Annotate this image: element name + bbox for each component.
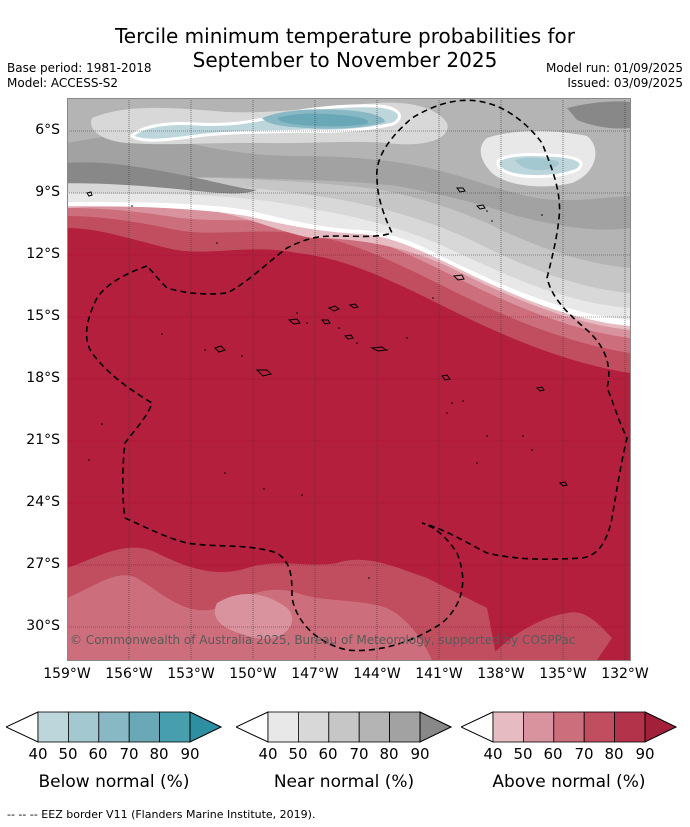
colorbar-segment [553,711,585,743]
lat-tick: 6°S [35,122,60,138]
cb-tick: 70 [119,745,139,763]
cb-tick: 70 [574,745,594,763]
colorbar-segment [159,711,191,743]
island-coastlines [86,187,568,487]
title-line-2: September to November 2025 [192,48,498,72]
colorbar-segment [492,711,524,743]
map-title: Tercile minimum temperature probabilitie… [0,24,690,72]
lon-tick: 138°W [477,666,525,682]
cb-tick: 50 [288,745,308,763]
lon-tick: 141°W [415,666,463,682]
copyright-notice: © Commonwealth of Australia 2025, Bureau… [70,633,576,647]
eez-footnote: -- -- -- EEZ border V11 (Flanders Marine… [7,808,316,821]
lon-tick: 156°W [105,666,153,682]
cb-tick: 60 [318,745,338,763]
cb-tick: 40 [258,745,278,763]
colorbar-below-normal [6,711,222,743]
map-frame [67,98,631,661]
near-normal-80-band [67,134,630,230]
probability-map [67,98,630,660]
below-normal-50-ne [515,157,559,171]
model-name: Model: ACCESS-S2 [7,76,119,90]
lon-tick: 153°W [167,666,215,682]
legend-below-normal-label: Below normal (%) [38,772,190,792]
island-dots [88,205,543,579]
cb-tick: 50 [513,745,533,763]
lon-tick: 147°W [291,666,339,682]
colorbar-segment [37,711,69,743]
colorbar-segment [523,711,555,743]
colorbar-segment [68,711,100,743]
lat-tick: 27°S [26,556,60,572]
colorbar-segment [267,711,299,743]
eez-borders [85,99,628,652]
cb-tick: 70 [349,745,369,763]
above-normal-80-se [487,612,612,660]
cb-tick: 90 [180,745,200,763]
cb-tick: 40 [483,745,503,763]
meta-left: Base period: 1981-2018 Model: ACCESS-S2 [7,61,152,91]
cb-tick: 60 [543,745,563,763]
cb-tick: 90 [410,745,430,763]
colorbar-segment [614,711,646,743]
colorbar-segment [328,711,360,743]
cb-tick: 80 [149,745,169,763]
lat-tick: 30°S [26,618,60,634]
cb-tick: 60 [88,745,108,763]
near-normal-90-ne [567,101,630,129]
cb-tick: 40 [28,745,48,763]
lon-tick: 135°W [539,666,587,682]
colorbar-segment [298,711,330,743]
lon-tick: 159°W [43,666,91,682]
cb-tick: 80 [604,745,624,763]
lat-tick: 12°S [26,246,60,262]
colorbar-above-normal [461,711,677,743]
lat-tick: 9°S [35,184,60,200]
legend-above-normal-label: Above normal (%) [492,772,646,792]
gridlines [67,98,630,660]
colorbar-segment [389,711,421,743]
lat-tick: 24°S [26,494,60,510]
lon-tick: 144°W [353,666,401,682]
cb-tick: 50 [58,745,78,763]
base-period: Base period: 1981-2018 [7,61,152,75]
colorbar-segment [358,711,390,743]
colorbar-near-normal [236,711,452,743]
lon-tick: 132°W [601,666,649,682]
near-normal-90-west [67,162,257,194]
title-line-1: Tercile minimum temperature probabilitie… [114,24,576,48]
below-normal-70-north [277,113,369,127]
colorbar-segment [98,711,130,743]
legend-near-normal-label: Near normal (%) [273,772,415,792]
colorbar-segment [128,711,160,743]
colorbar-segment [583,711,615,743]
cb-tick: 90 [635,745,655,763]
model-run: Model run: 01/09/2025 [545,61,683,75]
issued-date: Issued: 03/09/2025 [567,76,683,90]
meta-right: Model run: 01/09/2025 Issued: 03/09/2025 [546,61,683,91]
lon-tick: 150°W [229,666,277,682]
cb-tick: 80 [379,745,399,763]
lat-tick: 15°S [26,308,60,324]
lat-tick: 18°S [26,370,60,386]
above-normal-60-patch [214,593,293,639]
lat-tick: 21°S [26,432,60,448]
